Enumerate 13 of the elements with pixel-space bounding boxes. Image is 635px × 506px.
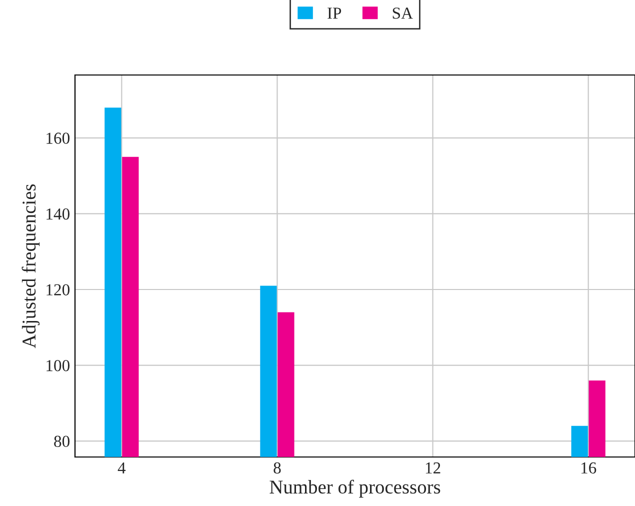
legend-label: SA — [392, 8, 413, 19]
x-axis-title: Number of processors — [270, 480, 440, 498]
x-tick-label: 12 — [426, 462, 440, 474]
y-tick-label: 120 — [46, 284, 70, 296]
x-tick-label: 16 — [581, 462, 596, 474]
y-axis-title: Adjusted frequencies — [22, 184, 40, 348]
x-tick-label: 8 — [274, 462, 281, 474]
y-tick-label: 100 — [46, 360, 70, 372]
y-tick-label: 140 — [46, 208, 70, 220]
y-tick-label: 160 — [46, 132, 70, 144]
y-tick-label: 80 — [54, 436, 70, 448]
legend-label: IP — [328, 8, 342, 19]
x-tick-label: 4 — [118, 462, 126, 474]
